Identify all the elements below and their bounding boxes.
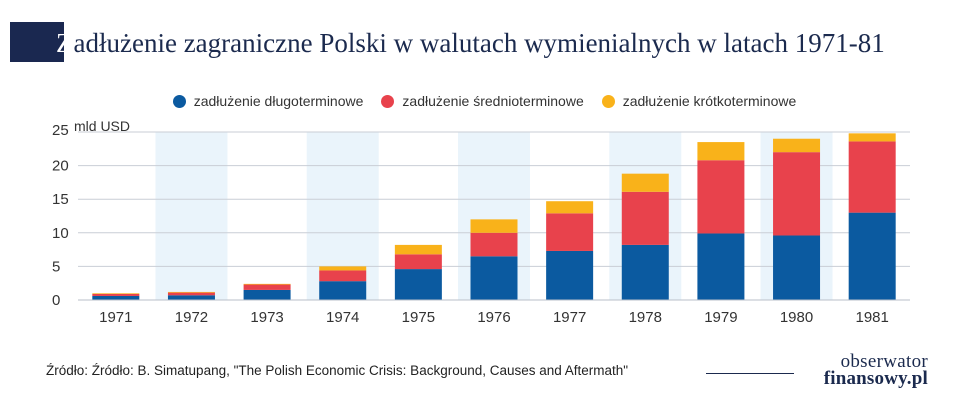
bar-segment-long-1974 — [319, 281, 367, 300]
y-tick-label: 20 — [52, 158, 69, 175]
y-tick-label: 25 — [52, 122, 69, 139]
bar-segment-medium-1975 — [394, 254, 442, 270]
bar-segment-long-1975 — [394, 269, 442, 300]
legend-dot-short — [601, 94, 615, 108]
legend-item-medium: zadłużenie średnioterminowe — [381, 93, 584, 109]
bar-segment-short-1980 — [773, 138, 821, 153]
bar-segment-short-1972 — [167, 291, 215, 293]
publisher-logo: obserwator finansowy.pl — [798, 351, 928, 393]
y-tick-label: 5 — [52, 258, 60, 275]
x-tick-label: 1971 — [99, 309, 132, 326]
legend: zadłużenie długoterminowe zadłużenie śre… — [0, 90, 969, 112]
y-unit-label: mld USD — [74, 118, 131, 134]
bar-segment-medium-1974 — [319, 270, 367, 282]
bar-segment-short-1974 — [319, 266, 367, 271]
bar-segment-long-1981 — [848, 212, 896, 300]
bar-segment-medium-1971 — [92, 293, 140, 296]
x-tick-label: 1975 — [402, 309, 435, 326]
x-tick-label: 1981 — [855, 309, 888, 326]
y-tick-label: 0 — [52, 292, 60, 309]
x-tick-label: 1976 — [477, 309, 510, 326]
legend-label-long: zadłużenie długoterminowe — [193, 93, 364, 109]
logo-line-2: finansowy.pl — [823, 368, 928, 389]
bar-segment-medium-1978 — [621, 191, 669, 245]
x-tick-label: 1972 — [175, 309, 208, 326]
x-tick-label: 1973 — [250, 309, 283, 326]
bar-segment-long-1977 — [546, 250, 594, 300]
x-tick-label: 1978 — [629, 309, 662, 326]
y-tick-label: 15 — [52, 191, 69, 208]
legend-label-medium: zadłużenie średnioterminowe — [402, 93, 584, 109]
bar-segment-medium-1972 — [167, 292, 215, 296]
bar-segment-long-1972 — [167, 295, 215, 300]
legend-label-short: zadłużenie krótkoterminowe — [622, 93, 797, 109]
legend-dot-long — [172, 94, 186, 108]
bar-segment-short-1975 — [394, 244, 442, 255]
bar-segment-long-1976 — [470, 256, 518, 300]
bar-segment-medium-1981 — [848, 141, 896, 213]
bar-segment-short-1976 — [470, 219, 518, 233]
bar-segment-short-1973 — [243, 283, 291, 285]
bar-segment-long-1979 — [697, 233, 745, 300]
bar-segment-medium-1980 — [773, 152, 821, 236]
background-band — [155, 132, 228, 300]
x-tick-label: 1977 — [553, 309, 586, 326]
title-area: Zadłużenie zagraniczne Polski w walutach… — [0, 18, 969, 68]
y-tick-label: 10 — [52, 225, 69, 242]
bar-segment-short-1977 — [546, 201, 594, 214]
source-divider — [706, 373, 794, 374]
bar-segment-medium-1979 — [697, 160, 745, 234]
title-first-letter: Z — [56, 28, 73, 58]
x-tick-label: 1980 — [780, 309, 813, 326]
bar-segment-medium-1977 — [546, 213, 594, 251]
bar-segment-short-1979 — [697, 142, 745, 161]
bar-segment-long-1978 — [621, 244, 669, 300]
bar-segment-long-1980 — [773, 235, 821, 300]
legend-item-long: zadłużenie długoterminowe — [172, 93, 364, 109]
bar-segment-medium-1973 — [243, 284, 291, 290]
legend-item-short: zadłużenie krótkoterminowe — [601, 93, 797, 109]
logo-line-1: obserwator — [840, 351, 928, 372]
title-accent-bar — [10, 22, 64, 62]
bar-segment-long-1973 — [243, 289, 291, 300]
bar-segment-short-1971 — [92, 293, 140, 294]
chart-title: Zadłużenie zagraniczne Polski w walutach… — [56, 22, 885, 62]
title-text: adłużenie zagraniczne Polski w walutach … — [73, 28, 885, 58]
legend-dot-medium — [381, 94, 395, 108]
bar-segment-short-1978 — [621, 173, 669, 192]
bar-segment-medium-1976 — [470, 232, 518, 257]
x-tick-label: 1974 — [326, 309, 359, 326]
source-note: Źródło: Źródło: B. Simatupang, "The Poli… — [46, 363, 629, 378]
x-tick-label: 1979 — [704, 309, 737, 326]
bar-segment-short-1981 — [848, 133, 896, 142]
bar-segment-long-1971 — [92, 295, 140, 300]
